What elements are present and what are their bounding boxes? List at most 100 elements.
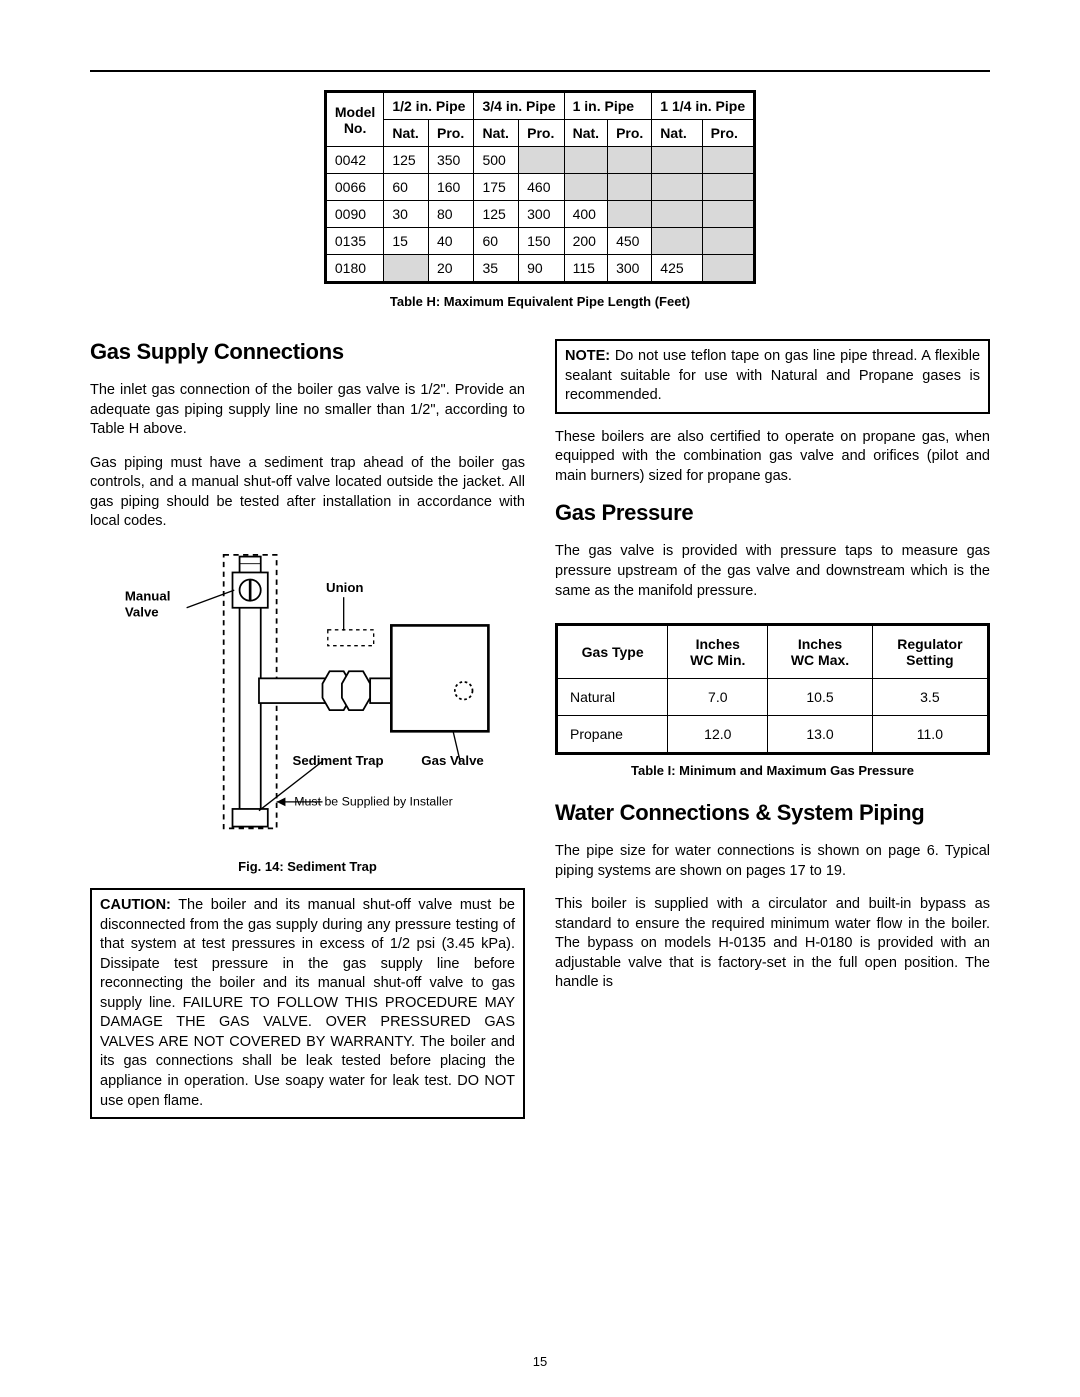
figure-sediment-trap: ManualValve Union Sediment Trap Gas Valv…	[90, 546, 525, 851]
td-gas: 3.5	[872, 679, 988, 716]
label-supplied: Must be Supplied by Installer	[294, 794, 453, 808]
td-model: 0090	[325, 201, 383, 228]
td-value: 450	[608, 228, 652, 255]
th-gas: Gas Type	[557, 625, 668, 679]
td-value: 60	[384, 174, 429, 201]
td-value: 300	[519, 201, 564, 228]
th-sub: Nat.	[652, 120, 702, 147]
label-gas-valve: Gas Valve	[421, 753, 483, 768]
td-gas: 13.0	[768, 716, 873, 754]
td-value: 35	[474, 255, 519, 283]
note-lead: NOTE:	[565, 348, 610, 364]
th-sub: Pro.	[702, 120, 754, 147]
page-number: 15	[0, 1354, 1080, 1369]
td-value: 160	[428, 174, 473, 201]
heading-gas-pressure: Gas Pressure	[555, 500, 990, 526]
td-value	[608, 174, 652, 201]
water-para-2: This boiler is supplied with a circulato…	[555, 895, 990, 993]
td-model: 0042	[325, 147, 383, 174]
td-value	[702, 174, 754, 201]
th-gas: InchesWC Min.	[668, 625, 768, 679]
note-text: Do not use teflon tape on gas line pipe …	[565, 348, 980, 403]
pressure-para: The gas valve is provided with pressure …	[555, 542, 990, 601]
caution-box: CAUTION: The boiler and its manual shut-…	[90, 888, 525, 1119]
td-value: 175	[474, 174, 519, 201]
td-value	[702, 255, 754, 283]
th-size: 1 1/4 in. Pipe	[652, 92, 755, 120]
td-value: 60	[474, 228, 519, 255]
note-box: NOTE: Do not use teflon tape on gas line…	[555, 339, 990, 414]
td-value: 425	[652, 255, 702, 283]
td-value: 30	[384, 201, 429, 228]
td-value: 40	[428, 228, 473, 255]
td-value: 20	[428, 255, 473, 283]
th-size: 1 in. Pipe	[564, 92, 652, 120]
td-value: 125	[474, 201, 519, 228]
th-sub: Nat.	[474, 120, 519, 147]
heading-water-connections: Water Connections & System Piping	[555, 800, 990, 826]
label-union: Union	[326, 580, 363, 595]
table-i: Gas TypeInchesWC Min.InchesWC Max.Regula…	[555, 623, 990, 755]
td-gas: 7.0	[668, 679, 768, 716]
intro-para-2: Gas piping must have a sediment trap ahe…	[90, 454, 525, 532]
td-value	[384, 255, 429, 283]
propane-para: These boilers are also certified to oper…	[555, 428, 990, 487]
th-gas: InchesWC Max.	[768, 625, 873, 679]
td-value	[608, 147, 652, 174]
td-gas: Propane	[557, 716, 668, 754]
th-sub: Nat.	[564, 120, 607, 147]
td-value: 400	[564, 201, 607, 228]
td-value	[652, 174, 702, 201]
caution-text: The boiler and its manual shut-off valve…	[100, 897, 515, 1109]
top-rule	[90, 70, 990, 72]
th-sub: Pro.	[608, 120, 652, 147]
td-gas: 12.0	[668, 716, 768, 754]
label-manual-valve: ManualValve	[125, 589, 171, 620]
td-model: 0066	[325, 174, 383, 201]
water-para-1: The pipe size for water connections is s…	[555, 842, 990, 881]
td-value: 125	[384, 147, 429, 174]
table-h: ModelNo.1/2 in. Pipe3/4 in. Pipe1 in. Pi…	[324, 90, 756, 284]
td-value: 350	[428, 147, 473, 174]
td-value: 300	[608, 255, 652, 283]
td-value: 90	[519, 255, 564, 283]
label-sediment-trap: Sediment Trap	[293, 753, 384, 768]
td-model: 0135	[325, 228, 383, 255]
td-gas: 11.0	[872, 716, 988, 754]
td-gas: 10.5	[768, 679, 873, 716]
right-column: NOTE: Do not use teflon tape on gas line…	[555, 339, 990, 1133]
td-value: 150	[519, 228, 564, 255]
heading-gas-supply: Gas Supply Connections	[90, 339, 525, 365]
caution-lead: CAUTION:	[100, 897, 171, 913]
td-value	[564, 147, 607, 174]
td-value	[652, 228, 702, 255]
th-size: 3/4 in. Pipe	[474, 92, 564, 120]
td-model: 0180	[325, 255, 383, 283]
th-sub: Nat.	[384, 120, 429, 147]
td-value: 460	[519, 174, 564, 201]
figure-caption: Fig. 14: Sediment Trap	[90, 859, 525, 874]
td-value: 500	[474, 147, 519, 174]
th-gas: RegulatorSetting	[872, 625, 988, 679]
sediment-trap-diagram: ManualValve Union Sediment Trap Gas Valv…	[90, 546, 525, 846]
th-model: ModelNo.	[325, 92, 383, 147]
intro-para-1: The inlet gas connection of the boiler g…	[90, 381, 525, 440]
th-size: 1/2 in. Pipe	[384, 92, 474, 120]
th-sub: Pro.	[428, 120, 473, 147]
td-value	[702, 147, 754, 174]
columns: Gas Supply Connections The inlet gas con…	[90, 339, 990, 1133]
left-column: Gas Supply Connections The inlet gas con…	[90, 339, 525, 1133]
th-sub: Pro.	[519, 120, 564, 147]
td-value: 115	[564, 255, 607, 283]
td-value	[519, 147, 564, 174]
table-i-caption: Table I: Minimum and Maximum Gas Pressur…	[555, 763, 990, 778]
td-value	[702, 228, 754, 255]
td-gas: Natural	[557, 679, 668, 716]
td-value	[652, 147, 702, 174]
td-value: 80	[428, 201, 473, 228]
td-value	[564, 174, 607, 201]
table-h-caption: Table H: Maximum Equivalent Pipe Length …	[90, 294, 990, 309]
td-value	[652, 201, 702, 228]
td-value: 200	[564, 228, 607, 255]
td-value: 15	[384, 228, 429, 255]
